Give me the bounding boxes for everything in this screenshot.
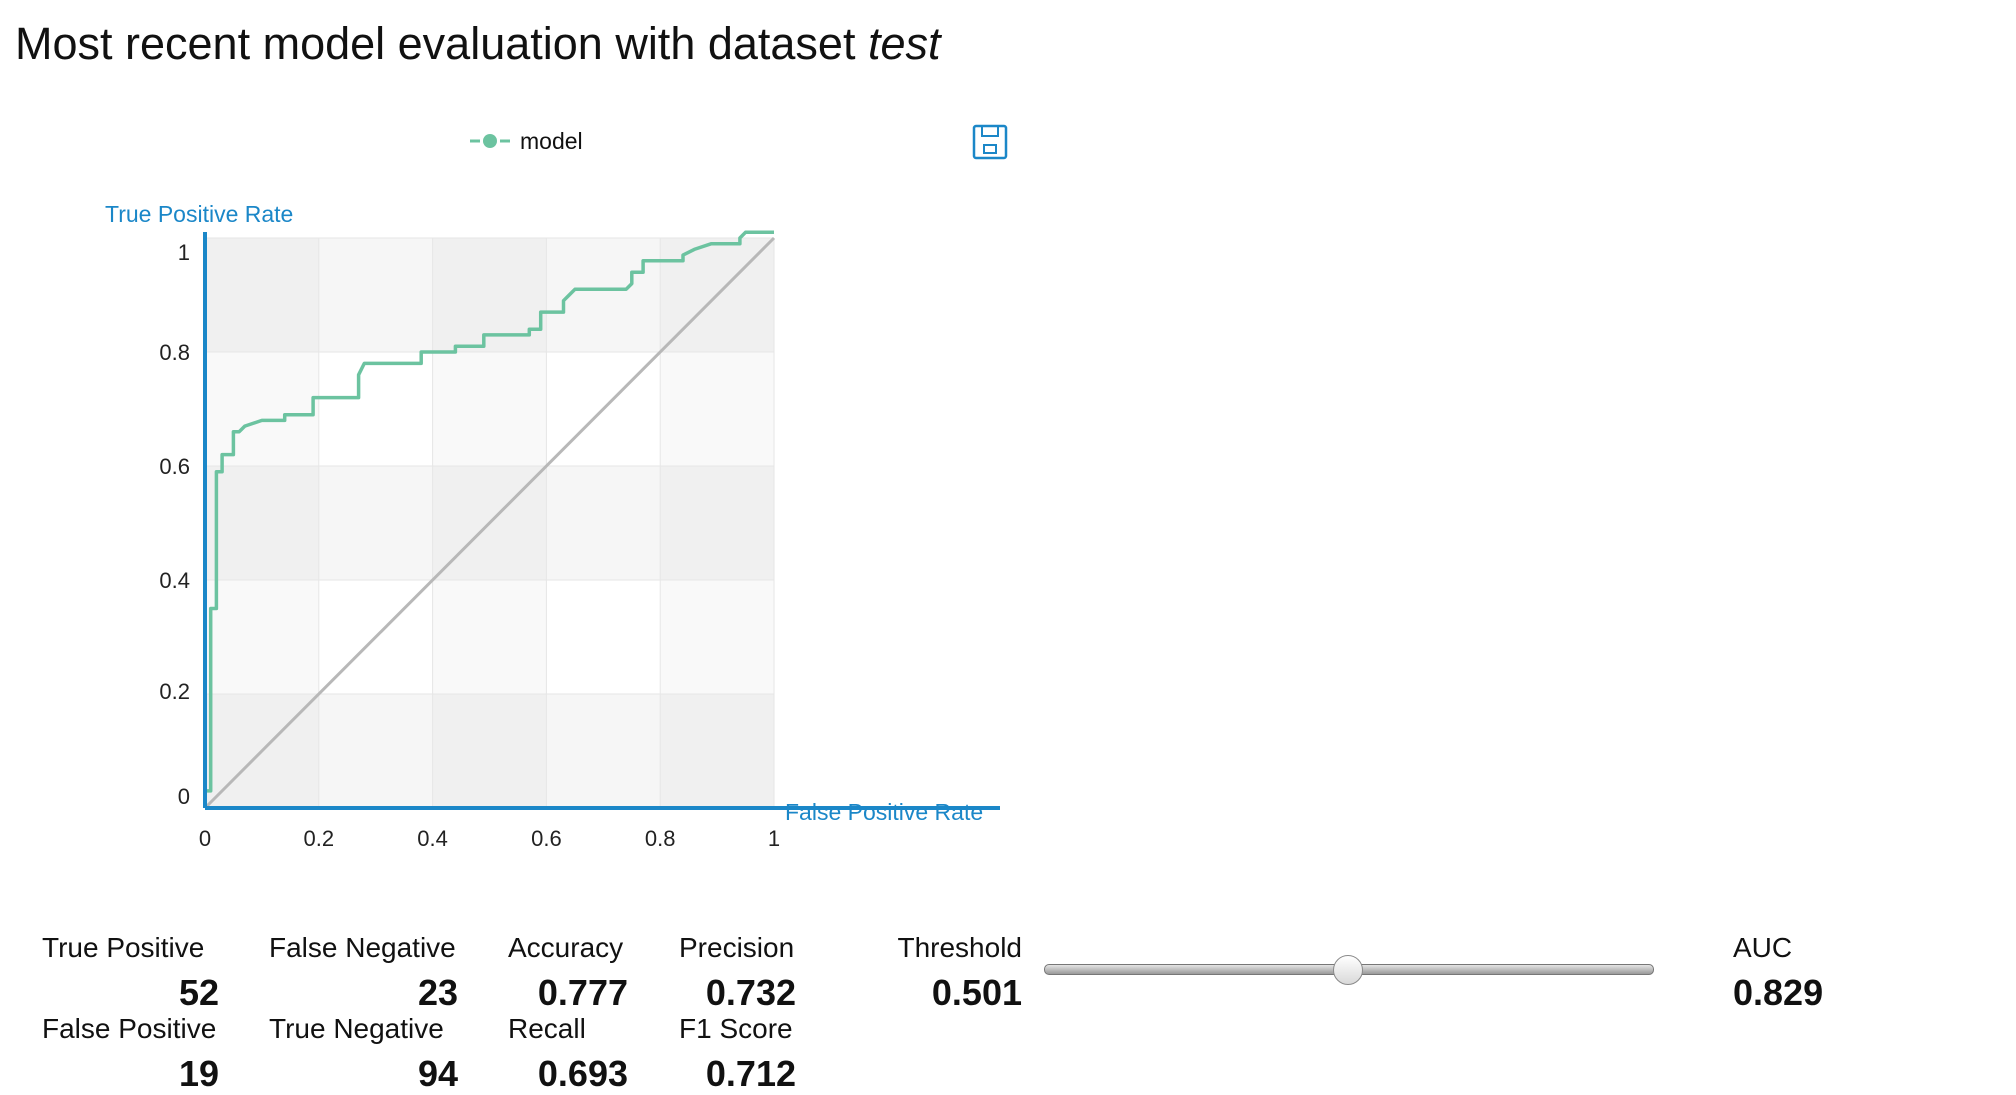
metric-label: AUC (1733, 932, 1793, 963)
metric-value: 0.829 (1733, 972, 1824, 1013)
y-tick-label: 0.8 (159, 340, 190, 365)
legend[interactable]: model (470, 128, 583, 154)
legend-label-model: model (520, 128, 583, 154)
dataset-name: test (867, 18, 941, 69)
x-tick-label: 0.6 (531, 826, 562, 851)
axes (203, 232, 1000, 810)
metric-value: 0.501 (931, 972, 1022, 1013)
y-tick-label: 0.2 (159, 679, 190, 704)
metric-value: 23 (417, 972, 458, 1013)
metric-value: 0.712 (705, 1053, 796, 1094)
metric-value: 19 (178, 1053, 219, 1094)
metric-value: 0.777 (537, 972, 628, 1013)
metric-value: 52 (178, 972, 219, 1013)
metric-label: Precision (679, 932, 795, 963)
metric-label: Threshold (897, 932, 1022, 963)
x-axis-label: False Positive Rate (785, 799, 983, 825)
y-tick-label: 0.4 (159, 568, 190, 593)
title-prefix: Most recent model evaluation with datase… (15, 18, 868, 69)
plot-band-x-3 (546, 238, 661, 808)
metric-value: 94 (417, 1053, 458, 1094)
series-line-model (203, 230, 774, 808)
y-tick-label: 0.6 (159, 454, 190, 479)
metric-label: Recall (508, 1013, 586, 1044)
metric-label: True Negative (269, 1013, 444, 1044)
floppy-disk-icon[interactable] (972, 124, 1008, 160)
plot-band-y-0 (205, 694, 774, 808)
x-tick-label: 0 (199, 826, 211, 851)
y-tick-label: 0 (178, 784, 190, 809)
metric-label: Accuracy (508, 932, 624, 963)
x-tick-label: 0.2 (304, 826, 335, 851)
metric-label: True Positive (42, 932, 205, 963)
y-tick-labels: 0 0.2 0.4 0.6 0.8 1 (159, 240, 190, 809)
y-axis-label: True Positive Rate (105, 201, 293, 227)
threshold-slider[interactable] (1044, 955, 1654, 985)
diagonal-reference-line (203, 236, 776, 810)
metric-label: False Negative (269, 932, 456, 963)
x-tick-label: 1 (768, 826, 780, 851)
metric-value: 0.732 (705, 972, 796, 1013)
roc-chart: 0 0.2 0.4 0.6 0.8 1 0 0.2 0.4 0.6 0.8 1 True Posit… (105, 124, 1008, 851)
x-tick-label: 0.4 (417, 826, 448, 851)
x-tick-labels: 0 0.2 0.4 0.6 0.8 1 (199, 826, 780, 851)
plot-band-x-1 (318, 238, 433, 808)
slider-thumb[interactable] (1333, 955, 1363, 985)
metric-label: False Positive (42, 1013, 217, 1044)
page-title: Most recent model evaluation with datase… (15, 18, 941, 70)
x-tick-label: 0.8 (645, 826, 676, 851)
metric-value: 0.693 (537, 1053, 628, 1094)
metric-label: F1 Score (679, 1013, 793, 1044)
legend-marker-model (483, 134, 497, 148)
y-tick-label: 1 (178, 240, 190, 265)
